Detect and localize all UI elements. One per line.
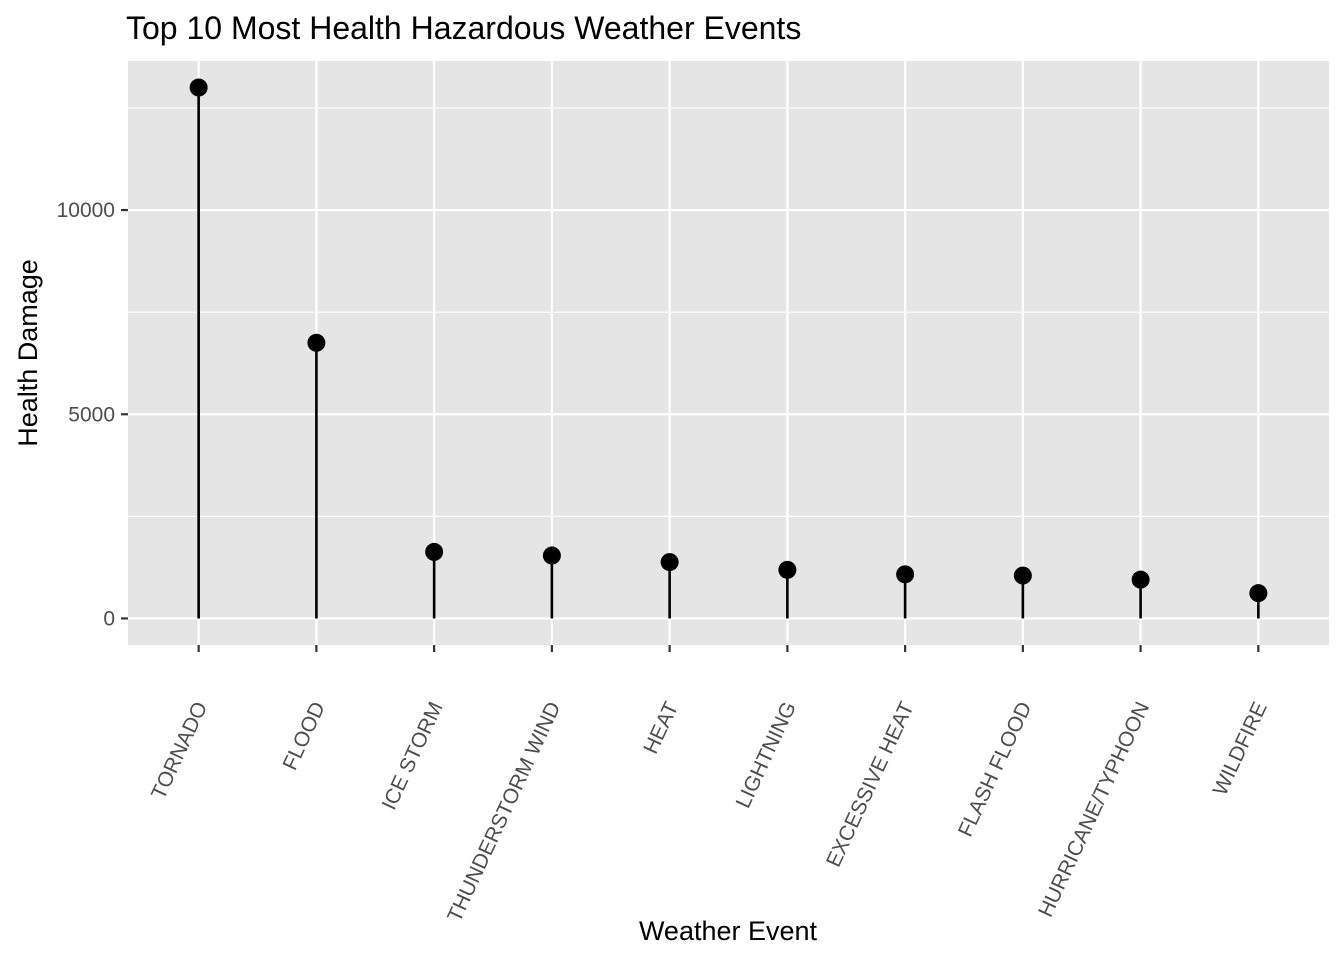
x-tick-label: EXCESSIVE HEAT — [822, 698, 919, 870]
lollipop-point — [1131, 570, 1150, 589]
lollipop-point — [189, 78, 208, 97]
lollipop-point — [425, 542, 444, 561]
x-tick-label: THUNDERSTORM WIND — [443, 698, 565, 925]
lollipop-point — [660, 553, 679, 572]
x-axis-title: Weather Event — [639, 916, 818, 946]
y-tick-label: 10000 — [57, 199, 115, 222]
lollipop-point — [307, 333, 326, 352]
lollipop-point — [1013, 566, 1032, 585]
y-axis-title: Health Damage — [13, 259, 43, 447]
lollipop-points — [189, 78, 1268, 603]
lollipop-point — [896, 565, 915, 584]
x-tick-label: LIGHTNING — [732, 698, 801, 811]
x-tick-label: HEAT — [639, 698, 683, 757]
x-tick-label: FLOOD — [279, 698, 330, 773]
y-tick-label: 5000 — [68, 403, 115, 426]
x-tick-label: ICE STORM — [378, 698, 448, 813]
grid-lines — [128, 61, 1329, 645]
y-tick-label: 0 — [103, 607, 115, 630]
plot-panel — [128, 61, 1329, 645]
chart-title: Top 10 Most Health Hazardous Weather Eve… — [126, 10, 801, 46]
lollipop-point — [542, 546, 561, 565]
x-tick-label: WILDFIRE — [1209, 698, 1272, 799]
y-axis-ticks: 0 5000 10000 — [57, 199, 128, 630]
x-tick-label: TORNADO — [147, 698, 212, 803]
lollipop-point — [1249, 584, 1268, 603]
x-tick-label: FLASH FLOOD — [954, 698, 1036, 840]
lollipop-point — [778, 560, 797, 579]
x-tick-label: HURRICANE/TYPHOON — [1034, 698, 1154, 920]
